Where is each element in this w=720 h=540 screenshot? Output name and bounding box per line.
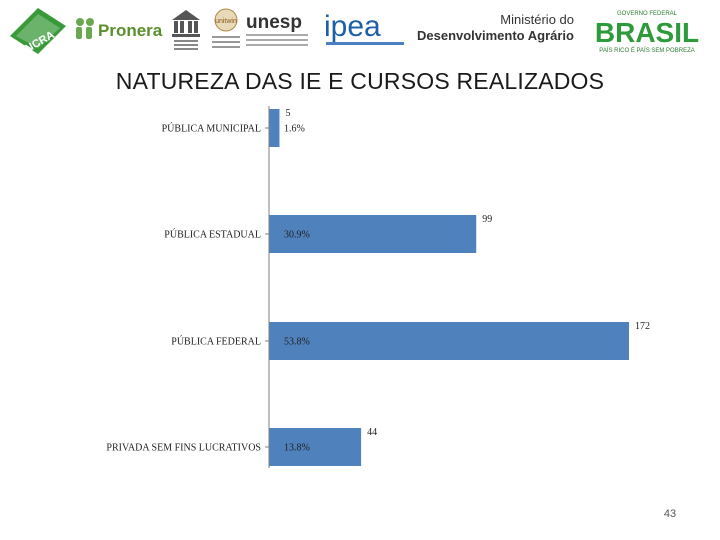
- unesp-logo-text: unesp: [246, 12, 302, 33]
- brasil-logo: GOVERNO FEDERAL BRASIL PAÍS RICO É PAÍS …: [595, 11, 699, 54]
- unesp-logo: unesp: [246, 12, 308, 46]
- pronera-logo: Pronera: [76, 18, 163, 40]
- mda-logo-line2: Desenvolvimento Agrário: [417, 28, 574, 43]
- unesco-logo: [172, 10, 200, 50]
- category-label-0: PÚBLICA MUNICIPAL: [162, 123, 261, 135]
- category-label-3: PRIVADA SEM FINS LUCRATIVOS: [106, 443, 261, 454]
- ipea-logo-text: ipea: [324, 10, 381, 43]
- bar-2: [269, 322, 629, 360]
- bar-0: [269, 109, 280, 147]
- mda-logo: Ministério do Desenvolvimento Agrário: [417, 12, 574, 43]
- percent-label-2: 53.8%: [284, 337, 310, 348]
- value-label-0: 5: [285, 108, 290, 119]
- pronera-logo-text: Pronera: [98, 21, 163, 40]
- incra-logo: INCRA: [10, 8, 66, 56]
- ipea-logo: ipea: [324, 10, 404, 45]
- unitwin-logo: unitwin: [212, 8, 240, 48]
- percent-label-3: 13.8%: [284, 443, 310, 454]
- logo-bar: INCRA Pronera unitwin unesp ipea: [0, 0, 720, 62]
- brasil-logo-text: BRASIL: [595, 17, 699, 48]
- category-label-1: PÚBLICA ESTADUAL: [164, 229, 261, 241]
- brasil-logo-tagline: PAÍS RICO É PAÍS SEM POBREZA: [599, 47, 694, 54]
- value-label-1: 99: [482, 214, 492, 225]
- percent-label-1: 30.9%: [284, 230, 310, 241]
- brasil-logo-top: GOVERNO FEDERAL: [617, 11, 678, 17]
- value-label-2: 172: [635, 321, 650, 332]
- mda-logo-line1: Ministério do: [500, 12, 574, 27]
- bar-3: [269, 428, 362, 466]
- page-number: 43: [663, 508, 677, 520]
- chart-title: NATUREZA DAS IE E CURSOS REALIZADOS: [115, 68, 605, 94]
- value-label-3: 44: [367, 427, 377, 438]
- bar-1: [269, 215, 477, 253]
- percent-label-0: 1.6%: [284, 124, 305, 135]
- unitwin-logo-text: unitwin: [215, 18, 237, 25]
- category-label-2: PÚBLICA FEDERAL: [171, 336, 261, 348]
